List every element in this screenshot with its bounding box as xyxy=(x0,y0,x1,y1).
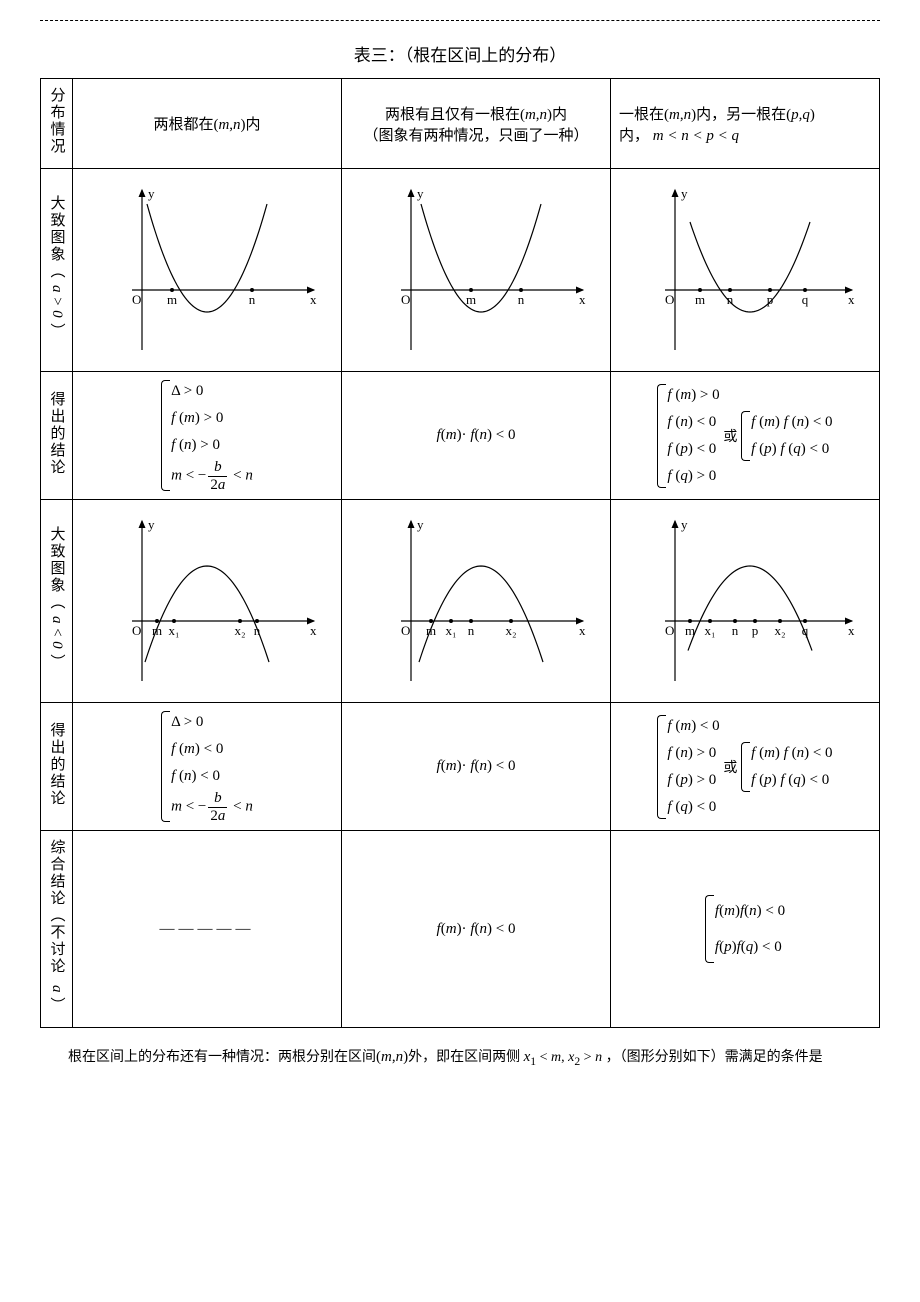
svg-text:x: x xyxy=(310,623,317,638)
graph-up-1: Oy x m n xyxy=(73,169,342,372)
svg-text:O: O xyxy=(401,623,410,638)
svg-text:O: O xyxy=(665,292,674,307)
svg-text:n: n xyxy=(518,292,525,307)
svg-text:x: x xyxy=(579,623,586,638)
graph-up-3: Oy x m n p q xyxy=(611,169,880,372)
svg-text:q: q xyxy=(802,623,809,638)
svg-text:y: y xyxy=(417,517,424,532)
svg-text:x₂: x₂ xyxy=(505,623,516,638)
footer-text: 根在区间上的分布还有一种情况：两根分别在区间(m,n)外，即在区间两侧 x1 <… xyxy=(40,1042,880,1073)
concl3-c1: ————— xyxy=(73,831,342,1028)
svg-text:x₁: x₁ xyxy=(445,623,456,638)
svg-text:x: x xyxy=(310,292,317,307)
svg-text:m: m xyxy=(685,623,695,638)
concl3-c2: f(m)· f(n) < 0 xyxy=(342,831,611,1028)
row-header-dist: 分布情况 xyxy=(41,79,73,169)
svg-text:m: m xyxy=(695,292,705,307)
row-header-graph-neg: 大致图象（a < 0） xyxy=(41,500,73,703)
svg-text:x₁: x₁ xyxy=(704,623,715,638)
svg-text:x₁: x₁ xyxy=(168,623,179,638)
svg-text:n: n xyxy=(249,292,256,307)
svg-text:x₂: x₂ xyxy=(774,623,785,638)
row-header-concl2: 得出的结论 xyxy=(41,703,73,831)
svg-text:y: y xyxy=(681,186,688,201)
svg-text:m: m xyxy=(152,623,162,638)
graph-up-2: Oy x m n xyxy=(342,169,611,372)
svg-text:m: m xyxy=(466,292,476,307)
table-title: 表三：（根在区间上的分布） xyxy=(40,41,880,66)
hdr-col1: 两根都在(m,n)内 xyxy=(73,79,342,169)
concl3-c3: f(m)f(n) < 0 f(p)f(q) < 0 xyxy=(611,831,880,1028)
row-header-graph-pos: 大致图象（a > 0） xyxy=(41,169,73,372)
svg-text:O: O xyxy=(132,623,141,638)
svg-text:y: y xyxy=(681,517,688,532)
concl1-c2: f(m)· f(n) < 0 xyxy=(342,372,611,500)
svg-text:n: n xyxy=(254,623,261,638)
row-header-concl1: 得出的结论 xyxy=(41,372,73,500)
concl2-c3: f (m) < 0 f (n) > 0 f (p) > 0 f (q) < 0 … xyxy=(611,703,880,831)
graph-dn-1: Oy x m x₁ x₂ n xyxy=(73,500,342,703)
svg-text:y: y xyxy=(148,186,155,201)
svg-text:x: x xyxy=(848,623,855,638)
row-header-concl3: 综合结论（不讨论a） xyxy=(41,831,73,1028)
svg-text:x₂: x₂ xyxy=(234,623,245,638)
concl2-c1: Δ > 0 f (m) < 0 f (n) < 0 m < −b2a < n xyxy=(73,703,342,831)
svg-text:O: O xyxy=(132,292,141,307)
svg-text:O: O xyxy=(401,292,410,307)
svg-text:n: n xyxy=(468,623,475,638)
svg-text:y: y xyxy=(417,186,424,201)
svg-text:x: x xyxy=(579,292,586,307)
distribution-table: 分布情况 两根都在(m,n)内 两根有且仅有一根在(m,n)内（图象有两种情况，… xyxy=(40,78,880,1028)
concl1-c1: Δ > 0 f (m) > 0 f (n) > 0 m < −b2a < n xyxy=(73,372,342,500)
hdr-col2: 两根有且仅有一根在(m,n)内（图象有两种情况，只画了一种） xyxy=(342,79,611,169)
svg-text:O: O xyxy=(665,623,674,638)
svg-text:m: m xyxy=(167,292,177,307)
svg-text:y: y xyxy=(148,517,155,532)
svg-text:m: m xyxy=(426,623,436,638)
svg-text:n: n xyxy=(727,292,734,307)
graph-dn-3: Oy x m x₁ np x₂ q xyxy=(611,500,880,703)
svg-text:p: p xyxy=(752,623,759,638)
concl1-c3: f (m) > 0 f (n) < 0 f (p) < 0 f (q) > 0 … xyxy=(611,372,880,500)
svg-text:p: p xyxy=(767,292,774,307)
hdr-col3: 一根在(m,n)内，另一根在(p,q)内， m < n < p < q xyxy=(611,79,880,169)
svg-text:n: n xyxy=(732,623,739,638)
svg-text:q: q xyxy=(802,292,809,307)
svg-text:x: x xyxy=(848,292,855,307)
concl2-c2: f(m)· f(n) < 0 xyxy=(342,703,611,831)
graph-dn-2: Oy x m x₁ n x₂ xyxy=(342,500,611,703)
